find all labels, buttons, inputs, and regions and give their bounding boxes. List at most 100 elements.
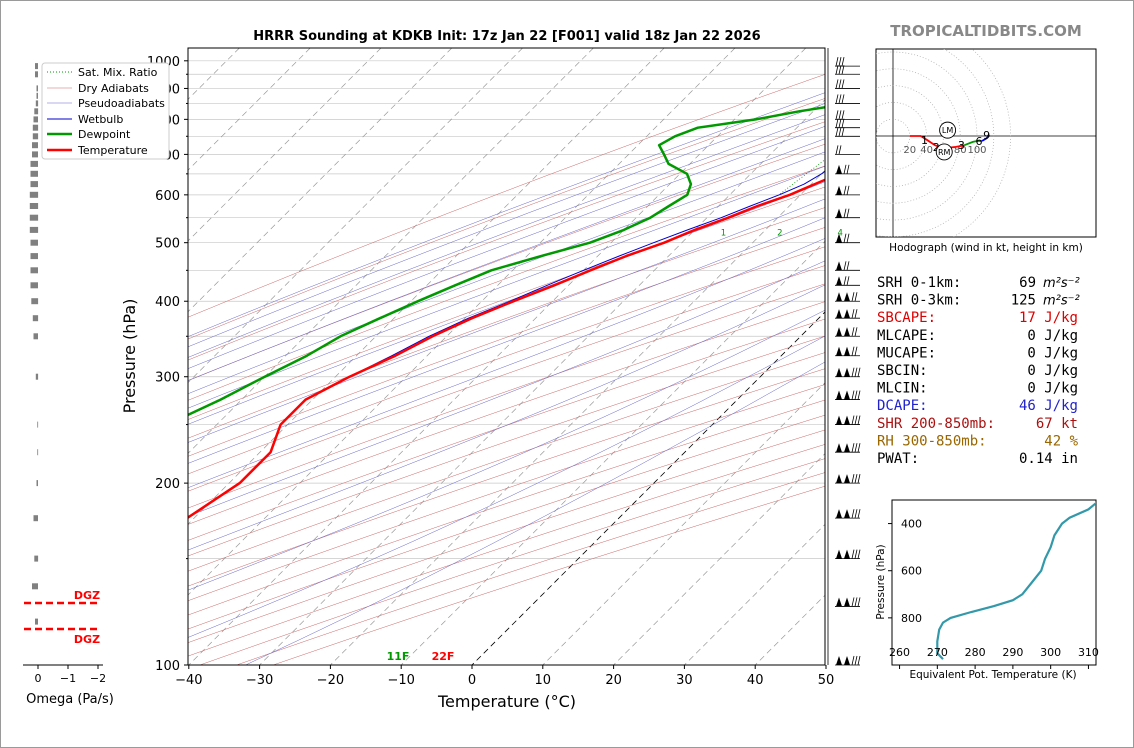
hodograph-caption: Hodograph (wind in kt, height in km) [889,242,1083,254]
skewt-x-ticks: −40 −30 −20 −10 0 10 20 30 40 50 [175,665,834,688]
barb-line [841,57,845,67]
dry-adiabat-line [188,414,825,630]
barb-flag [844,443,850,453]
barb-line [854,474,858,484]
wind-barb [835,94,860,104]
pseudoadiabat-line [188,335,825,638]
barb-line [838,65,842,75]
barb-flag [836,164,842,174]
wind-barb [835,65,860,75]
dry-adiabat-line [188,399,825,616]
hodograph-ring [876,68,961,204]
theta-e-y-tick-label: 600 [901,565,922,578]
barb-line [846,233,850,243]
barb-line [838,57,842,67]
barb-line [846,208,850,218]
temperature-line [188,178,825,520]
barb-line [851,655,855,666]
barb-flag [836,443,842,453]
theta-e-xlabel: Equivalent Pot. Temperature (K) [909,669,1076,681]
theta-e-x-tick-label: 290 [1002,646,1023,659]
isotherm-line [188,48,523,384]
barb-line [854,443,858,453]
legend-label-dry: Dry Adiabats [78,82,149,95]
pseudoadiabat-line [188,103,825,348]
y-tick-label: 200 [155,477,180,492]
omega-bar [30,181,38,188]
barb-flag [836,208,842,218]
theta-e-x-tick-label: 260 [889,646,910,659]
hodograph-ring-label: 40 [920,145,933,156]
omega-bar [30,170,38,177]
wind-barb [835,145,860,155]
barb-line [851,549,855,559]
dry-adiabat-line [188,98,825,340]
mixing-ratio-line [1123,48,1134,195]
barb-flag [836,597,842,607]
theta-e-frame [891,499,1097,666]
barb-flag [836,309,842,319]
omega-bar [32,151,38,158]
theta-e-ticks: 260 270 280 290 300 310 400 600 800 [888,518,1099,669]
wind-barb [835,597,861,607]
x-tick-label: 40 [747,673,764,688]
sfc-temp-label: 22F [432,650,455,663]
dry-adiabat-line [188,384,825,602]
wind-barb [835,118,860,129]
mixing-ratio-label: 4 [838,228,843,238]
barb-flag [836,367,842,377]
omega-bar [32,142,38,149]
dry-adiabat-line [188,368,825,587]
barb-line [846,261,850,271]
dgz-top-label: DGZ [74,589,100,602]
index-label: MLCIN: [877,381,928,397]
barb-line [851,292,855,302]
barb-line [854,327,858,337]
dry-adiabat-line [188,301,825,525]
isotherm-line [188,48,311,171]
dry-adiabat-line [188,283,825,509]
index-value: 125 [1011,293,1036,309]
barb-line [857,474,861,484]
omega-bar [37,449,39,456]
barb-line [854,292,858,302]
theta-e-x-tick-label: 270 [927,646,948,659]
theta-e-profile-line [936,501,1096,660]
hodograph-frame [875,48,1097,238]
skewt-plot: HRRR Sounding at KDKB Init: 17z Jan 22 [… [120,29,1134,711]
hodograph-ring [876,102,927,170]
barb-line [854,509,858,519]
dry-adiabat-line [188,318,825,541]
omega-tick-label: −1 [60,672,76,685]
barb-line [841,110,845,120]
isotherm-line [188,48,807,665]
dewpoint-line [188,105,825,417]
barb-flag [836,474,842,484]
barb-line [854,367,858,377]
profile-lines [188,105,825,520]
wind-barb [835,127,860,137]
barb-line [838,79,842,89]
index-value: 0 J/kg [1027,345,1078,361]
barb-line [843,164,847,174]
index-label: SHR 200-850mb: [877,416,995,432]
pseudoadiabat-line [188,198,825,443]
pseudoadiabat-line [188,114,825,358]
barb-line [857,443,861,453]
hodograph-height-label: 6 [976,135,983,148]
barb-flag [836,292,842,302]
isotherm-line [259,99,825,665]
wind-barb [835,390,861,400]
barb-line [841,118,845,128]
index-unit: m²s⁻² [1043,294,1080,309]
omega-bar [30,239,38,246]
mixing-ratio-label: 2 [777,228,782,238]
barb-flag [836,276,842,286]
wind-barb [835,164,860,175]
hodograph-segment-0-3km [909,135,965,149]
hodograph-height-label: 2 [933,141,940,154]
barb-line [846,276,850,286]
pseudoadiabat-line [188,92,825,337]
omega-panel: DGZ DGZ 0 −1 −2 Omega (Pa/s) [23,63,114,707]
hodograph-ring [952,49,1011,237]
